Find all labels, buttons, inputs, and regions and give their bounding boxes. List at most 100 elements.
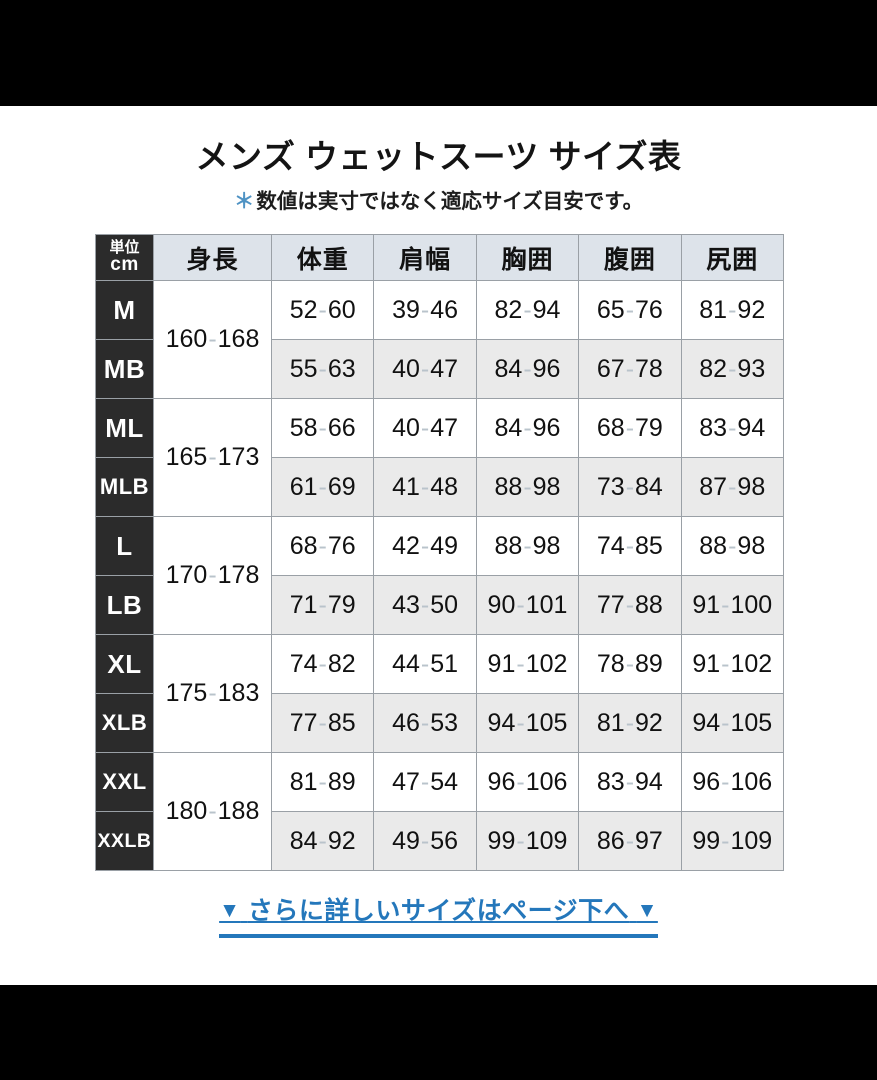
table-row: XL 175-183 74-82 44-51 91-102 78-89 91-102 — [95, 634, 784, 753]
measurement-cell: 74-85 — [578, 516, 682, 576]
measurement-cell: 39-46 — [373, 280, 477, 340]
measurement-cell: 65-76 — [578, 280, 682, 340]
measurement-cell: 77-85 — [270, 693, 375, 753]
measurement-cell: 88-98 — [680, 516, 784, 576]
measurement-cell: 88-98 — [475, 457, 580, 517]
measurement-cell: 71-79 — [270, 575, 375, 635]
table-row: L 170-178 68-76 42-49 88-98 74-85 88-98 — [95, 516, 784, 635]
table-row: MLB 61-69 41-48 88-98 73-84 87-98 — [95, 457, 784, 517]
measurement-cell: 91-102 — [680, 634, 784, 694]
measurement-cell: 46-53 — [373, 693, 477, 753]
size-label-cell: XXLB — [95, 811, 154, 871]
table-row: MB 55-63 40-47 84-96 67-78 82-93 — [95, 339, 784, 399]
column-header-chest: 胸囲 — [475, 234, 580, 281]
size-label-cell: LB — [95, 575, 154, 635]
unit-label-line1: 単位 — [109, 239, 140, 257]
measurement-cell: 81-92 — [680, 280, 784, 340]
size-label-cell: MB — [95, 339, 154, 399]
measurement-cell: 86-97 — [578, 811, 682, 871]
measurement-cell: 82-94 — [475, 280, 580, 340]
table-row: ML 165-173 58-66 40-47 84-96 68-79 83-94 — [95, 398, 784, 517]
triangle-down-right-icon: ▼ — [636, 899, 658, 922]
measurement-cell: 84-92 — [270, 811, 375, 871]
height-range-cell: 160-168 — [153, 280, 272, 399]
measurement-cell: 43-50 — [373, 575, 477, 635]
table-row: M 160-168 52-60 39-46 82-94 65-76 81-92 — [95, 280, 784, 399]
size-table-container: 単位 cm 身長 体重 肩幅 胸囲 腹囲 尻囲 M 160-168 52-60 39-… — [95, 234, 784, 871]
measurement-cell: 84-96 — [475, 398, 580, 458]
table-row: XLB 77-85 46-53 94-105 81-92 94-105 — [95, 693, 784, 753]
measurement-cell: 94-105 — [475, 693, 580, 753]
size-label-cell: M — [95, 280, 154, 340]
more-sizes-link-label: さらに詳しいサイズはページ下へ — [247, 897, 630, 925]
measurement-cell: 49-56 — [373, 811, 477, 871]
size-label-cell: XL — [95, 634, 154, 694]
unit-header-cell: 単位 cm — [95, 234, 154, 281]
column-header-shoulder: 肩幅 — [373, 234, 477, 281]
measurement-cell: 88-98 — [475, 516, 580, 576]
measurement-cell: 74-82 — [270, 634, 375, 694]
measurement-cell: 99-109 — [680, 811, 784, 871]
measurement-cell: 90-101 — [475, 575, 580, 635]
measurement-cell: 44-51 — [373, 634, 477, 694]
height-range-cell: 165-173 — [153, 398, 272, 517]
measurement-cell: 52-60 — [270, 280, 375, 340]
measurement-cell: 67-78 — [578, 339, 682, 399]
column-header-height: 身長 — [153, 234, 272, 281]
size-label-cell: XXL — [95, 752, 154, 812]
measurement-cell: 91-100 — [680, 575, 784, 635]
measurement-cell: 83-94 — [578, 752, 682, 812]
table-header-row: 単位 cm 身長 体重 肩幅 胸囲 腹囲 尻囲 — [95, 234, 784, 281]
letterbox-top — [0, 0, 877, 106]
table-row: XXL 180-188 81-89 47-54 96-106 83-94 96-106 — [95, 752, 784, 871]
size-label-cell: XLB — [95, 693, 154, 753]
measurement-cell: 40-47 — [373, 398, 477, 458]
unit-label-line2: cm — [110, 254, 139, 276]
size-label-cell: ML — [95, 398, 154, 458]
measurement-cell: 40-47 — [373, 339, 477, 399]
column-header-waist: 腹囲 — [578, 234, 682, 281]
asterisk-icon: ＊ — [233, 189, 255, 213]
more-sizes-link[interactable]: ▼ さらに詳しいサイズはページ下へ ▼ — [219, 896, 658, 939]
table-row: LB 71-79 43-50 90-101 77-88 91-100 — [95, 575, 784, 635]
measurement-cell: 94-105 — [680, 693, 784, 753]
measurement-cell: 61-69 — [270, 457, 375, 517]
measurement-cell: 82-93 — [680, 339, 784, 399]
size-label-cell: L — [95, 516, 154, 576]
size-table: 単位 cm 身長 体重 肩幅 胸囲 腹囲 尻囲 M 160-168 52-60 39-… — [95, 234, 784, 871]
height-range-cell: 180-188 — [153, 752, 272, 871]
measurement-cell: 84-96 — [475, 339, 580, 399]
height-range-cell: 175-183 — [153, 634, 272, 753]
measurement-cell: 68-79 — [578, 398, 682, 458]
measurement-cell: 87-98 — [680, 457, 784, 517]
measurement-cell: 81-92 — [578, 693, 682, 753]
measurement-cell: 73-84 — [578, 457, 682, 517]
subtitle-text: 数値は実寸ではなく適応サイズ目安です。 — [256, 189, 644, 213]
measurement-cell: 91-102 — [475, 634, 580, 694]
table-row: XXLB 84-92 49-56 99-109 86-97 99-109 — [95, 811, 784, 871]
column-header-hip: 尻囲 — [680, 234, 784, 281]
size-chart-sheet: メンズ ウェットスーツ サイズ表 ＊数値は実寸ではなく適応サイズ目安です。 単位 — [0, 106, 877, 985]
table-head: 単位 cm 身長 体重 肩幅 胸囲 腹囲 尻囲 — [95, 234, 784, 281]
measurement-cell: 96-106 — [475, 752, 580, 812]
page-subtitle: ＊数値は実寸ではなく適応サイズ目安です。 — [0, 190, 877, 215]
measurement-cell: 58-66 — [270, 398, 375, 458]
measurement-cell: 55-63 — [270, 339, 375, 399]
footer-link-container: ▼ さらに詳しいサイズはページ下へ ▼ — [0, 896, 877, 939]
measurement-cell: 81-89 — [270, 752, 375, 812]
measurement-cell: 83-94 — [680, 398, 784, 458]
height-range-cell: 170-178 — [153, 516, 272, 635]
measurement-cell: 77-88 — [578, 575, 682, 635]
measurement-cell: 96-106 — [680, 752, 784, 812]
measurement-cell: 41-48 — [373, 457, 477, 517]
measurement-cell: 42-49 — [373, 516, 477, 576]
page-title: メンズ ウェットスーツ サイズ表 — [195, 138, 682, 175]
measurement-cell: 78-89 — [578, 634, 682, 694]
table-body: M 160-168 52-60 39-46 82-94 65-76 81-92 MB 55-63… — [95, 280, 784, 871]
letterbox-bottom — [0, 985, 877, 1080]
measurement-cell: 47-54 — [373, 752, 477, 812]
measurement-cell: 99-109 — [475, 811, 580, 871]
column-header-weight: 体重 — [270, 234, 375, 281]
size-label-cell: MLB — [95, 457, 154, 517]
